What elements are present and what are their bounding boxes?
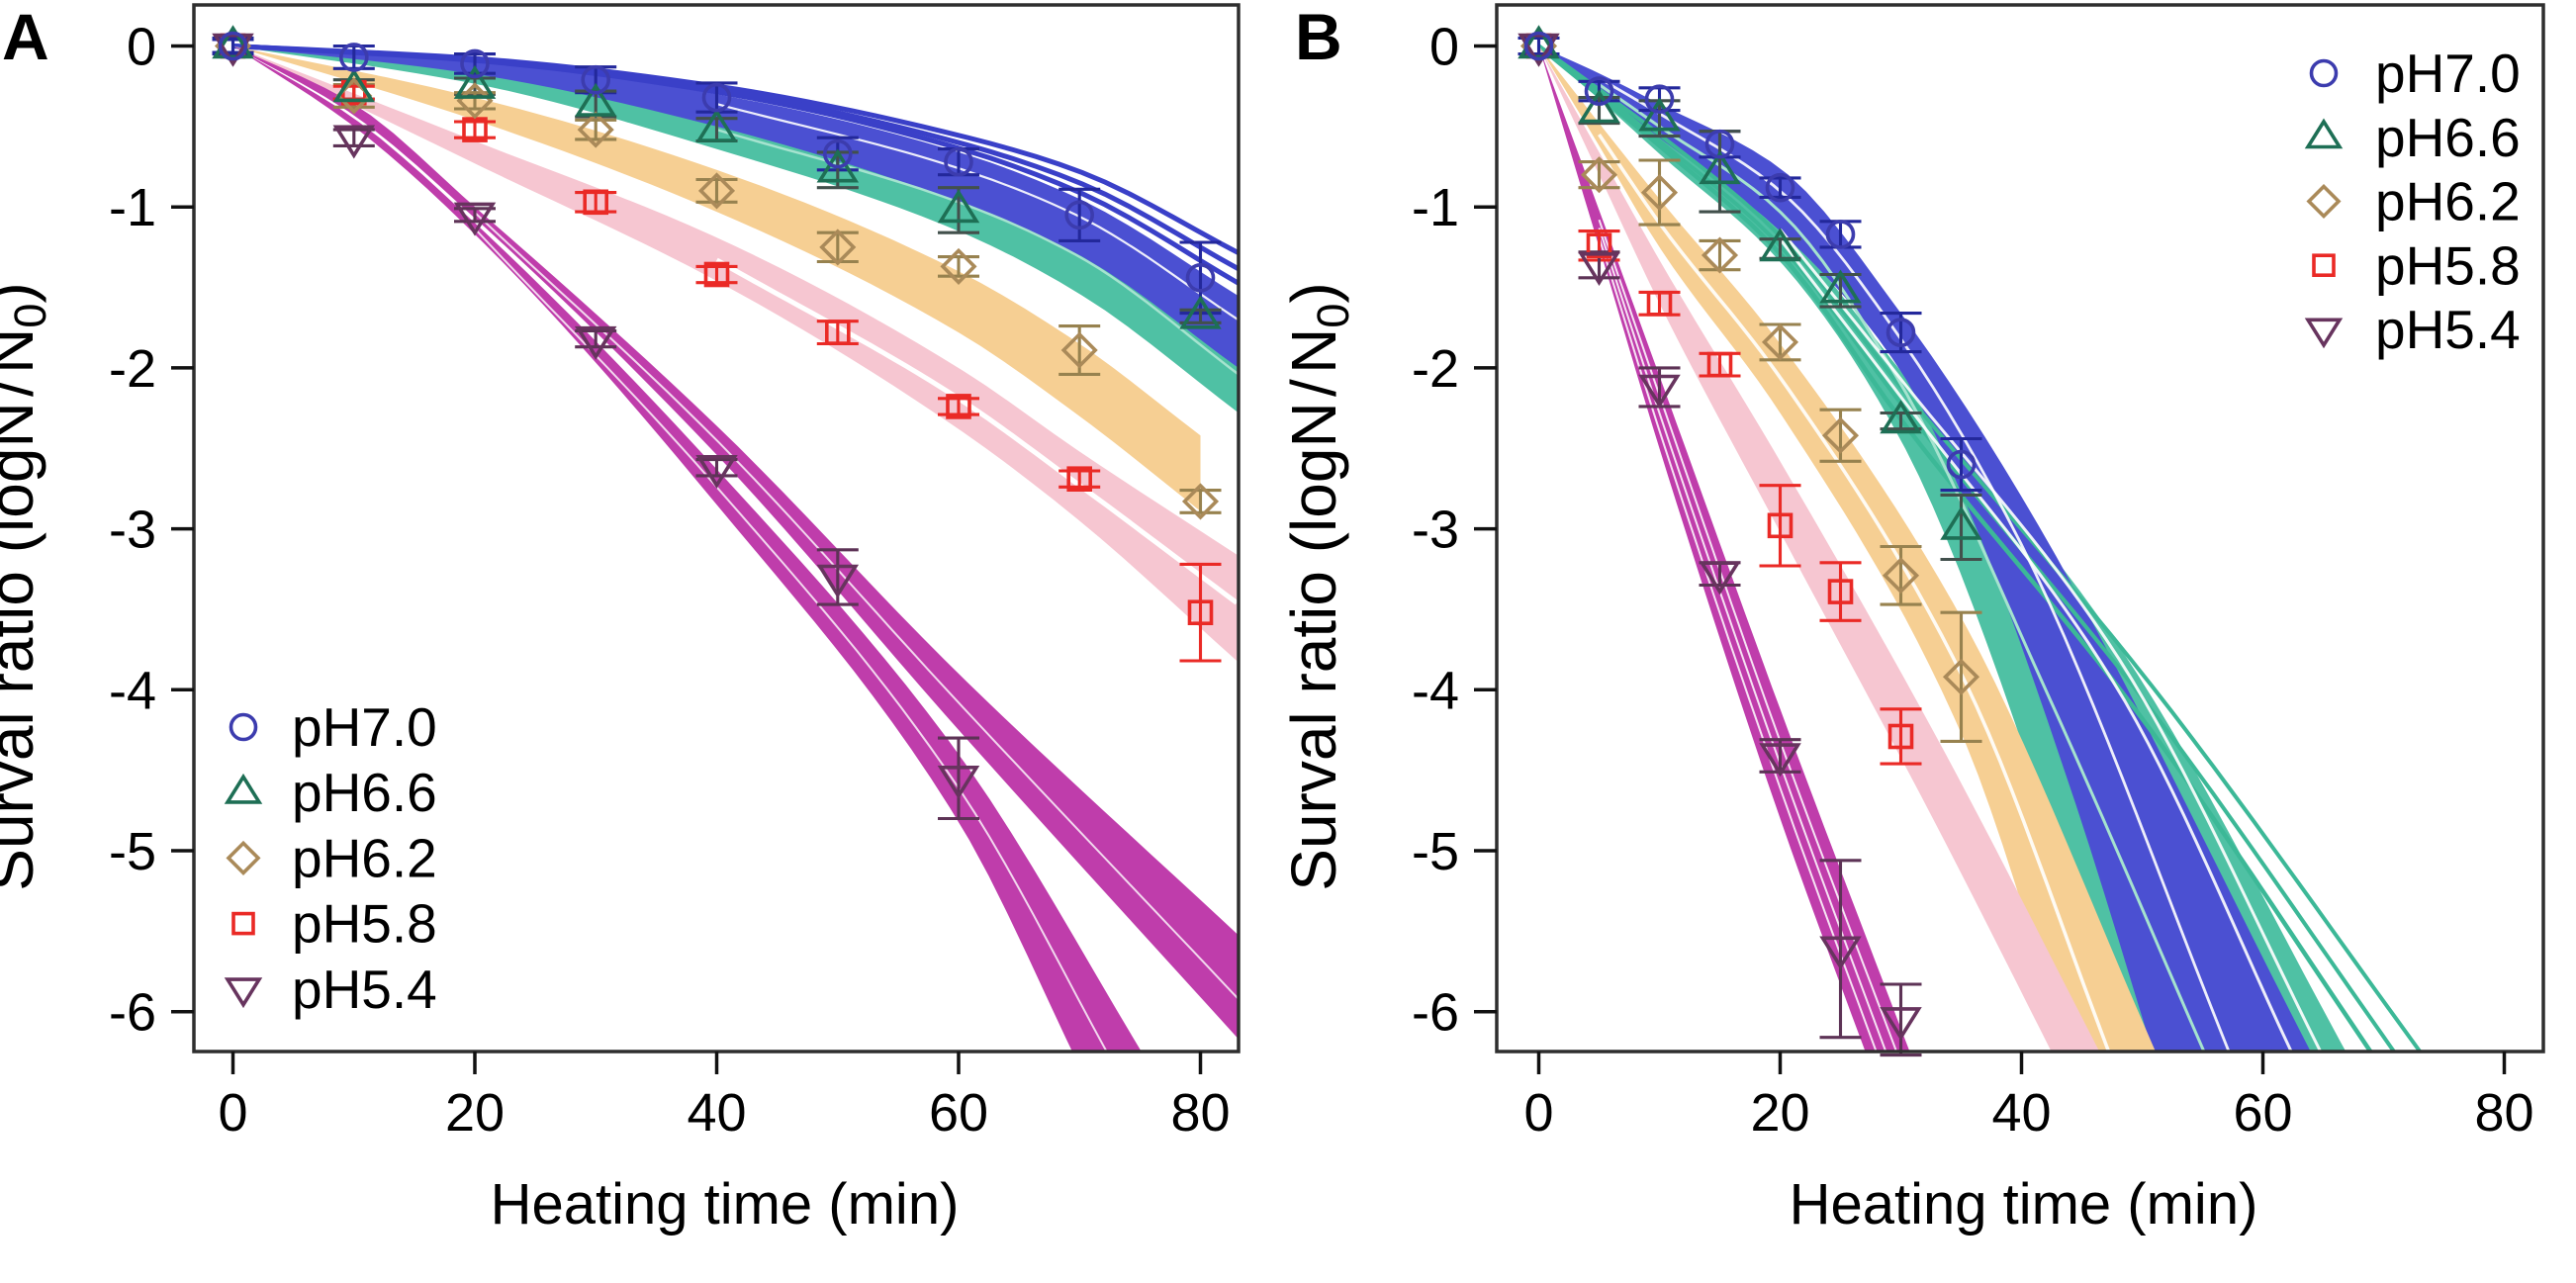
svg-text:pH5.4: pH5.4 (2375, 299, 2521, 360)
svg-text:40: 40 (687, 1083, 746, 1143)
svg-text:pH5.8: pH5.8 (2375, 234, 2521, 296)
svg-text:0: 0 (1523, 1083, 1553, 1143)
svg-text:pH5.4: pH5.4 (292, 959, 437, 1020)
svg-text:B: B (1295, 0, 1342, 73)
svg-text:-4: -4 (1412, 661, 1459, 720)
svg-text:pH6.6: pH6.6 (2375, 107, 2521, 168)
svg-text:-5: -5 (109, 822, 156, 881)
svg-text:0: 0 (127, 18, 156, 77)
svg-text:20: 20 (1750, 1083, 1809, 1143)
svg-text:-1: -1 (109, 178, 156, 237)
svg-text:pH7.0: pH7.0 (2375, 43, 2521, 104)
svg-text:-5: -5 (1412, 822, 1459, 881)
svg-text:60: 60 (929, 1083, 988, 1143)
svg-text:80: 80 (1170, 1083, 1230, 1143)
svg-text:-4: -4 (109, 661, 156, 720)
svg-text:Surval ratio (logN / N0): Surval ratio (logN / N0) (1278, 282, 1358, 890)
svg-text:-3: -3 (1412, 501, 1459, 560)
svg-text:pH6.6: pH6.6 (292, 762, 437, 823)
svg-text:0: 0 (218, 1083, 247, 1143)
svg-text:-6: -6 (1412, 983, 1459, 1043)
svg-text:Surval ratio (logN / N0): Surval ratio (logN / N0) (0, 282, 55, 890)
svg-text:Heating time (min): Heating time (min) (1790, 1172, 2258, 1237)
svg-text:Heating time (min): Heating time (min) (491, 1172, 960, 1237)
svg-text:-3: -3 (109, 501, 156, 560)
svg-text:60: 60 (2233, 1083, 2292, 1143)
svg-text:-1: -1 (1412, 178, 1459, 237)
svg-text:pH6.2: pH6.2 (2375, 171, 2521, 232)
svg-text:20: 20 (445, 1083, 505, 1143)
svg-text:pH5.8: pH5.8 (292, 893, 437, 955)
svg-text:A: A (2, 0, 49, 73)
svg-text:pH7.0: pH7.0 (292, 696, 437, 758)
svg-text:-2: -2 (109, 339, 156, 399)
svg-text:80: 80 (2474, 1083, 2533, 1143)
svg-text:pH6.2: pH6.2 (292, 827, 437, 888)
svg-text:0: 0 (1429, 18, 1459, 77)
svg-text:-6: -6 (109, 983, 156, 1043)
svg-text:-2: -2 (1412, 339, 1459, 399)
svg-text:40: 40 (1991, 1083, 2051, 1143)
